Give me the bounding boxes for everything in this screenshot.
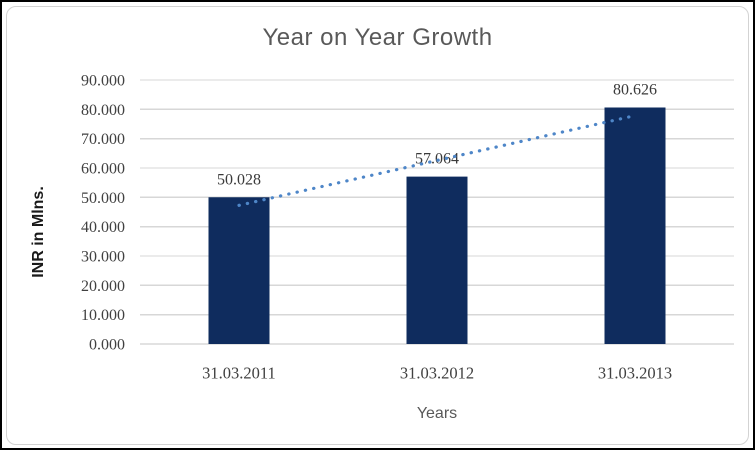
y-tick-label: 50.000 bbox=[81, 190, 125, 207]
y-tick-label: 60.000 bbox=[81, 161, 125, 178]
x-axis-title: Years bbox=[416, 405, 458, 422]
bar-value-label: 50.028 bbox=[217, 171, 261, 188]
y-tick-label: 30.000 bbox=[81, 249, 125, 266]
trendline bbox=[237, 113, 637, 207]
y-tick-label: 70.000 bbox=[81, 131, 125, 148]
bar-value-label: 80.626 bbox=[613, 81, 657, 98]
y-tick-label: 20.000 bbox=[81, 278, 125, 295]
chart-title: Year on Year Growth bbox=[262, 24, 493, 51]
y-tick-label: 90.000 bbox=[81, 73, 125, 90]
bar bbox=[406, 176, 468, 344]
bar bbox=[604, 107, 666, 344]
x-category-label: 31.03.2012 bbox=[400, 364, 474, 383]
y-tick-label: 10.000 bbox=[81, 307, 125, 324]
x-category-label: 31.03.2013 bbox=[598, 364, 672, 383]
y-tick-label: 0.000 bbox=[89, 337, 125, 354]
x-category-label: 31.03.2011 bbox=[202, 364, 276, 383]
y-tick-label: 40.000 bbox=[81, 219, 125, 236]
y-tick-label: 80.000 bbox=[81, 102, 125, 119]
bar bbox=[208, 197, 270, 344]
